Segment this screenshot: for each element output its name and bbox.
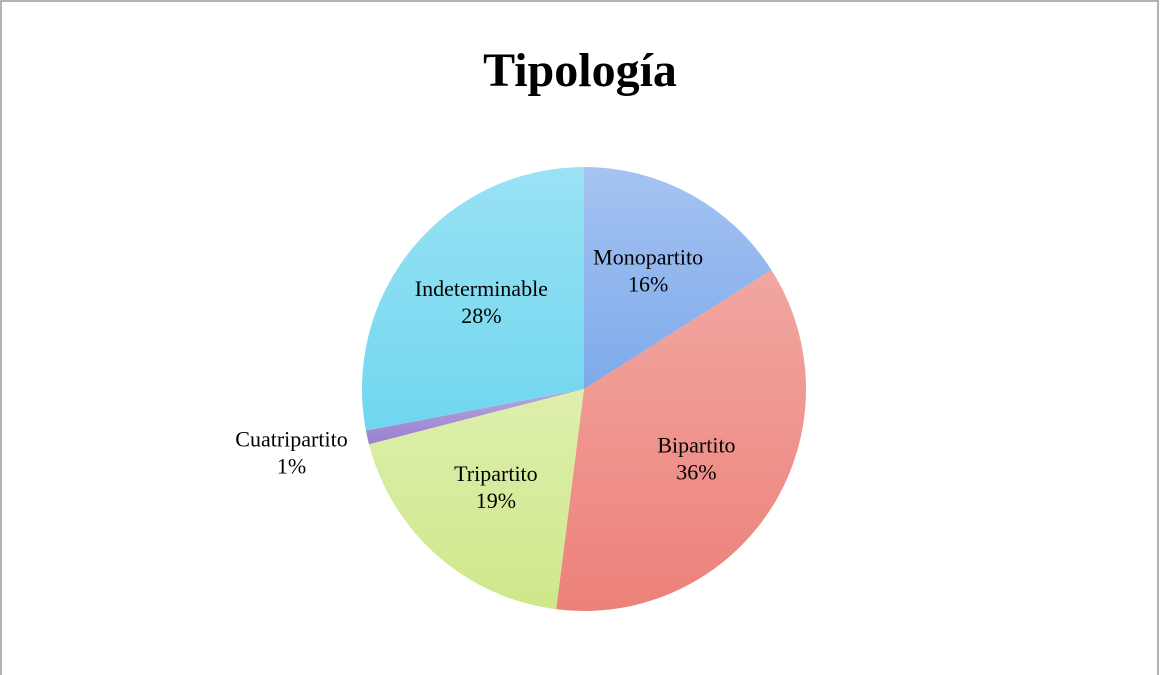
slice-value-label: 1% bbox=[277, 453, 306, 478]
pie-slice bbox=[361, 167, 584, 431]
slice-value-label: 28% bbox=[461, 303, 501, 328]
slice-label: Cuatripartito bbox=[235, 426, 347, 451]
chart-title: Tipología bbox=[483, 44, 677, 97]
pie-slice bbox=[556, 270, 806, 611]
slice-value-label: 16% bbox=[628, 271, 668, 296]
slice-label: Bipartito bbox=[657, 432, 735, 457]
slice-value-label: 19% bbox=[476, 488, 516, 513]
pie-slice bbox=[365, 389, 584, 445]
slice-value-label: 36% bbox=[676, 459, 716, 484]
pie-slice bbox=[584, 167, 772, 389]
slice-label: Tripartito bbox=[454, 461, 538, 486]
slice-label: Monopartito bbox=[593, 244, 703, 269]
pie-slice bbox=[368, 389, 584, 610]
slice-label: Indeterminable bbox=[415, 276, 548, 301]
